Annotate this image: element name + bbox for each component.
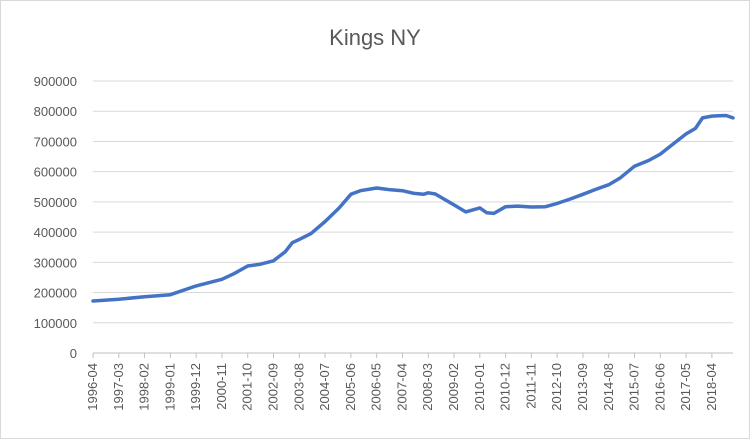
- x-tick-label: 1999-01: [162, 363, 177, 411]
- x-axis-tick-labels: 1996-04 1997-03 1998-02 1999-01 1999-12 2000-…: [85, 353, 719, 411]
- x-tick-label: 2013-09: [575, 363, 590, 411]
- y-tick-label: 900000: [34, 74, 77, 89]
- x-tick-label: 2009-02: [446, 363, 461, 411]
- x-tick-label: 2002-09: [266, 363, 281, 411]
- x-tick-label: 2010-12: [498, 363, 513, 411]
- x-tick-label: 2011-11: [523, 363, 538, 409]
- x-tick-label: 2003-08: [291, 363, 306, 411]
- x-tick-label: 2016-06: [652, 363, 667, 411]
- y-tick-label: 400000: [34, 225, 77, 240]
- x-tick-label: 2010-01: [472, 363, 487, 411]
- gridlines: [93, 80, 733, 324]
- y-tick-label: 800000: [34, 104, 77, 119]
- y-tick-label: 100000: [34, 316, 77, 331]
- x-tick-label: 2014-08: [601, 363, 616, 411]
- y-axis-tick-labels: 0 100000 200000 300000 400000 500000 600000 700…: [34, 74, 77, 361]
- x-tick-label: 1996-04: [85, 363, 100, 411]
- x-tick-label: 1998-02: [137, 363, 152, 411]
- x-tick-label: 2015-07: [627, 363, 642, 411]
- x-tick-label: 2012-10: [549, 363, 564, 411]
- y-tick-label: 600000: [34, 165, 77, 180]
- y-tick-label: 500000: [34, 195, 77, 210]
- x-tick-label: 2006-05: [369, 363, 384, 411]
- x-tick-label: 2017-05: [678, 363, 693, 411]
- x-tick-label: 2001-10: [240, 363, 255, 411]
- x-tick-label: 2007-04: [394, 363, 409, 411]
- y-tick-label: 300000: [34, 255, 77, 270]
- chart-title: Kings NY: [329, 25, 421, 50]
- x-tick-label: 2008-03: [420, 363, 435, 411]
- y-tick-label: 700000: [34, 134, 77, 149]
- x-tick-label: 2005-06: [343, 363, 358, 411]
- x-tick-label: 1999-12: [188, 363, 203, 411]
- y-tick-label: 200000: [34, 286, 77, 301]
- x-tick-label: 2004-07: [317, 363, 332, 411]
- y-tick-label: 0: [70, 346, 77, 361]
- x-tick-label: 2018-04: [704, 363, 719, 411]
- series-line: [91, 113, 735, 303]
- x-tick-label: 2000-11: [214, 363, 229, 410]
- x-tick-label: 1997-03: [111, 363, 126, 411]
